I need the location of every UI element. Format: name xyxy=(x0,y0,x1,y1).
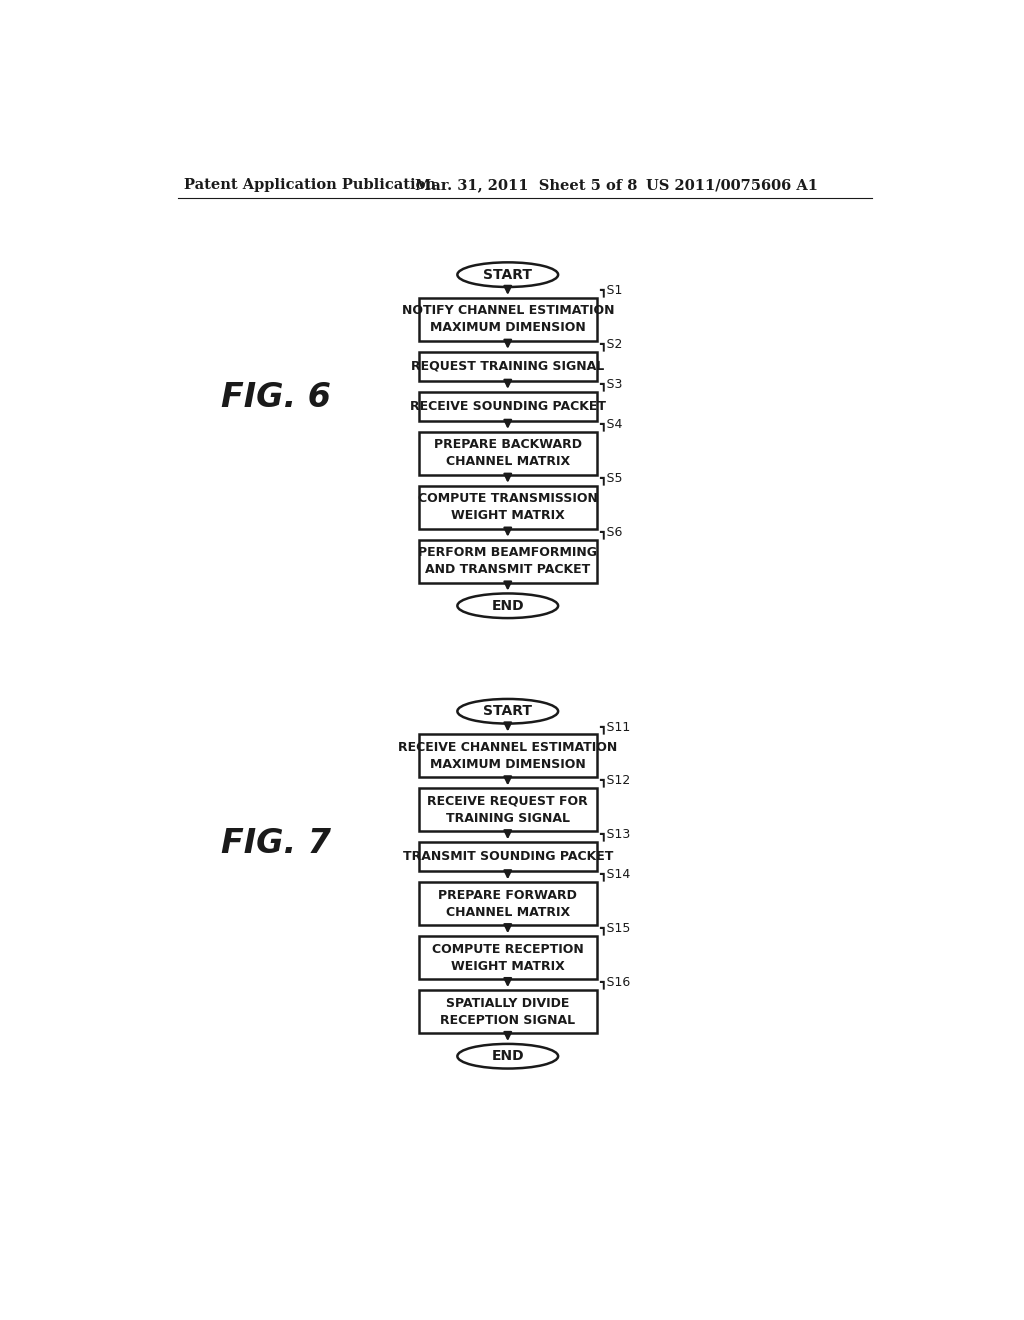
Text: COMPUTE TRANSMISSION
WEIGHT MATRIX: COMPUTE TRANSMISSION WEIGHT MATRIX xyxy=(418,492,598,523)
Bar xyxy=(419,486,597,529)
Bar xyxy=(419,990,597,1034)
Text: ┓S1: ┓S1 xyxy=(599,284,623,297)
Text: ┓S6: ┓S6 xyxy=(599,525,623,539)
Text: ┓S11: ┓S11 xyxy=(599,721,631,734)
Ellipse shape xyxy=(458,1044,558,1069)
Text: END: END xyxy=(492,599,524,612)
Bar xyxy=(419,788,597,832)
Text: RECEIVE REQUEST FOR
TRAINING SIGNAL: RECEIVE REQUEST FOR TRAINING SIGNAL xyxy=(427,795,588,825)
Text: ┓S3: ┓S3 xyxy=(599,378,623,391)
Text: TRANSMIT SOUNDING PACKET: TRANSMIT SOUNDING PACKET xyxy=(402,850,613,863)
Text: COMPUTE RECEPTION
WEIGHT MATRIX: COMPUTE RECEPTION WEIGHT MATRIX xyxy=(432,942,584,973)
Text: ┓S2: ┓S2 xyxy=(599,338,623,351)
Text: START: START xyxy=(483,268,532,281)
Text: ┓S5: ┓S5 xyxy=(599,471,623,484)
Text: REQUEST TRAINING SIGNAL: REQUEST TRAINING SIGNAL xyxy=(411,360,604,372)
Bar xyxy=(419,351,597,381)
Text: Patent Application Publication: Patent Application Publication xyxy=(183,178,436,193)
Bar xyxy=(419,936,597,979)
Bar xyxy=(419,842,597,871)
Text: ┓S4: ┓S4 xyxy=(599,418,623,430)
Text: START: START xyxy=(483,705,532,718)
Text: US 2011/0075606 A1: US 2011/0075606 A1 xyxy=(646,178,818,193)
Text: SPATIALLY DIVIDE
RECEPTION SIGNAL: SPATIALLY DIVIDE RECEPTION SIGNAL xyxy=(440,997,575,1027)
Text: PREPARE BACKWARD
CHANNEL MATRIX: PREPARE BACKWARD CHANNEL MATRIX xyxy=(434,438,582,469)
Bar xyxy=(419,392,597,421)
Text: ┓S14: ┓S14 xyxy=(599,869,631,882)
Text: RECEIVE SOUNDING PACKET: RECEIVE SOUNDING PACKET xyxy=(410,400,606,413)
Bar xyxy=(419,432,597,475)
Text: FIG. 6: FIG. 6 xyxy=(221,380,331,413)
Bar xyxy=(419,734,597,777)
Text: PREPARE FORWARD
CHANNEL MATRIX: PREPARE FORWARD CHANNEL MATRIX xyxy=(438,888,578,919)
Text: FIG. 7: FIG. 7 xyxy=(221,828,331,861)
Text: ┓S13: ┓S13 xyxy=(599,829,631,841)
Bar xyxy=(419,882,597,925)
Text: RECEIVE CHANNEL ESTIMATION
MAXIMUM DIMENSION: RECEIVE CHANNEL ESTIMATION MAXIMUM DIMEN… xyxy=(398,741,617,771)
Text: ┓S16: ┓S16 xyxy=(599,977,631,989)
Text: ┓S15: ┓S15 xyxy=(599,923,631,936)
Text: NOTIFY CHANNEL ESTIMATION
MAXIMUM DIMENSION: NOTIFY CHANNEL ESTIMATION MAXIMUM DIMENS… xyxy=(401,305,614,334)
Text: Mar. 31, 2011  Sheet 5 of 8: Mar. 31, 2011 Sheet 5 of 8 xyxy=(415,178,637,193)
Bar xyxy=(419,540,597,582)
Text: ┓S12: ┓S12 xyxy=(599,775,631,788)
Bar xyxy=(419,298,597,341)
Ellipse shape xyxy=(458,700,558,723)
Ellipse shape xyxy=(458,263,558,286)
Text: END: END xyxy=(492,1049,524,1063)
Text: PERFORM BEAMFORMING
AND TRANSMIT PACKET: PERFORM BEAMFORMING AND TRANSMIT PACKET xyxy=(418,546,597,576)
Ellipse shape xyxy=(458,594,558,618)
